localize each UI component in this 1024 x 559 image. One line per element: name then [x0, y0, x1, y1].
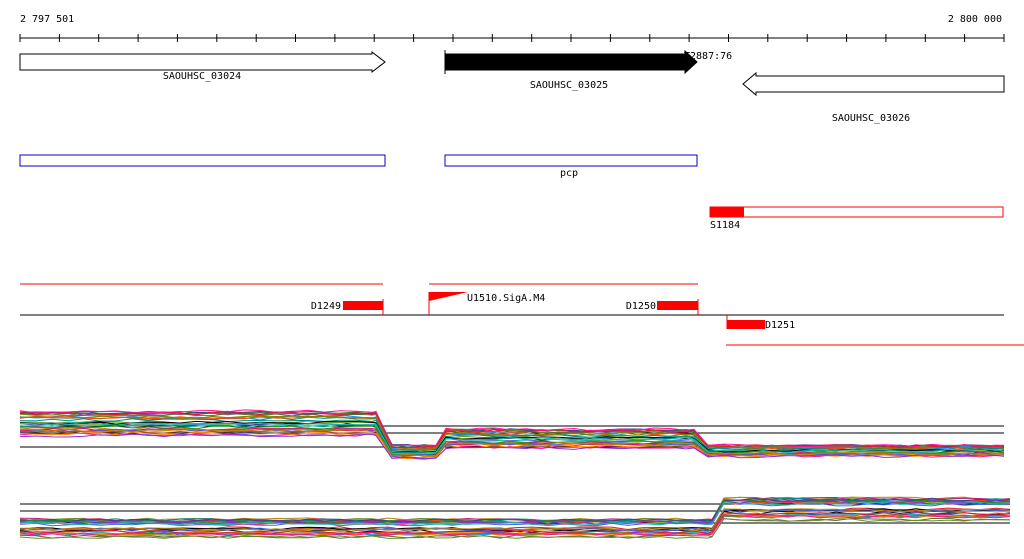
gene-label-saouhsc-03024: SAOUHSC_03024 [163, 71, 241, 82]
s-feature-track: S1184 [709, 206, 1004, 231]
expression-profile-line [19, 422, 1005, 454]
expression-profile-line [19, 428, 1005, 457]
d1250-feature[interactable] [657, 301, 698, 310]
gene-arrow-saouhsc-03025[interactable] [444, 49, 698, 75]
transcript-track: D1249 U1510.SigA.M4 D1250 D1251 [20, 283, 1024, 346]
expression-profile-line [19, 518, 1011, 539]
s1184-feature-fill [710, 207, 744, 217]
s1184-feature-box[interactable] [709, 206, 1004, 218]
expression-profile-line [19, 415, 1005, 451]
gene-track: SAOUHSC_03024 SAOUHSC_03025 T2887:76 SAO… [19, 49, 1005, 124]
expression-profile-line [19, 411, 1005, 448]
d1251-label: D1251 [765, 320, 795, 331]
expression-track-1 [19, 409, 1005, 460]
gene-label-saouhsc-03026: SAOUHSC_03026 [832, 113, 910, 124]
expression-profile-line [19, 508, 1011, 532]
gene-label-saouhsc-03025: SAOUHSC_03025 [530, 80, 608, 91]
expression-profile-line [19, 497, 1011, 523]
s1184-label: S1184 [710, 220, 740, 231]
d1251-feature[interactable] [727, 320, 765, 329]
expression-profile-line [19, 409, 1004, 448]
operon-track: pcp [19, 154, 698, 179]
expression-track-2 [19, 496, 1011, 539]
expression-profile-line [19, 499, 1011, 525]
operon-box-pcp[interactable] [444, 154, 698, 167]
terminator-label: T2887:76 [684, 51, 732, 62]
gene-arrow-saouhsc-03026[interactable] [742, 71, 1005, 97]
gene-arrow-saouhsc-03024[interactable] [19, 50, 386, 74]
expression-profile-line [19, 514, 1011, 537]
d1250-label: D1250 [626, 301, 656, 312]
expression-profile-line [19, 500, 1011, 525]
expression-profile-line [19, 415, 1005, 451]
sigma-site-label: U1510.SigA.M4 [467, 293, 545, 304]
ruler-ticks [19, 34, 1005, 42]
ruler-start-label: 2 797 501 [20, 14, 74, 25]
expression-profile-line [19, 433, 1005, 460]
expression-profile-line [19, 514, 1011, 537]
operon-label-pcp: pcp [560, 168, 578, 179]
expression-profile-line [19, 428, 1005, 457]
d1249-label: D1249 [311, 301, 341, 312]
expression-profile-line [19, 511, 1011, 534]
sigma-site-flag[interactable] [429, 292, 468, 301]
expression-profile-line [19, 501, 1011, 526]
coordinate-ruler: 2 797 501 2 800 000 [19, 14, 1005, 42]
expression-profile-line [19, 502, 1011, 527]
operon-box-left[interactable] [19, 154, 386, 167]
d1249-feature[interactable] [343, 301, 383, 310]
ruler-end-label: 2 800 000 [948, 14, 1002, 25]
